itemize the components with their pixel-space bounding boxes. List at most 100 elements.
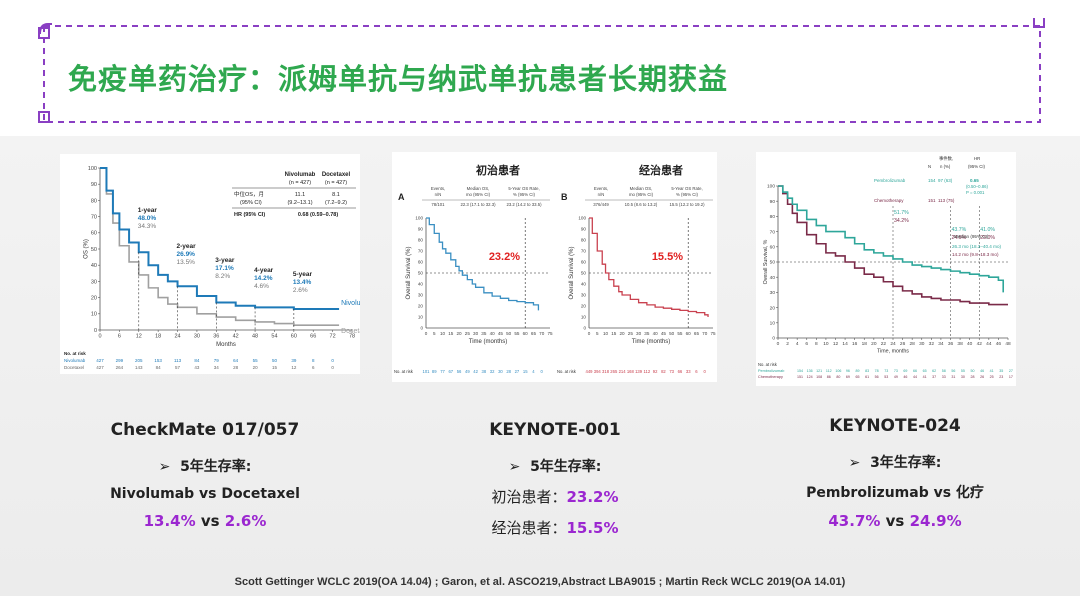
x-tick-label: 30 (919, 341, 925, 347)
survival-rate-label: ➢ 5年生存率: (60, 456, 350, 476)
at-risk-value: 0 (331, 365, 334, 370)
at-risk-value: 84 (156, 365, 162, 370)
x-tick-label: 36 (213, 334, 219, 340)
nivo-rate: 14.2% (254, 275, 273, 282)
table-col1: Nivolumab (285, 172, 316, 178)
panel-heading: 经治患者 (639, 163, 683, 177)
table-cell: (9.2–13.1) (287, 200, 312, 206)
x-tick-label: 35 (644, 331, 650, 336)
at-risk-value: 113 (174, 358, 182, 363)
y-tick-label: 90 (581, 227, 587, 232)
y-tick-label: 30 (91, 279, 97, 285)
y-tick-label: 40 (91, 263, 97, 269)
x-tick-label: 10 (603, 331, 609, 336)
series-label: Docetaxel (341, 328, 360, 335)
km-curve-nivolumab (100, 167, 340, 310)
at-risk-value: 20 (253, 365, 259, 370)
at-risk-value: 86 (827, 375, 831, 379)
y-tick-label: 10 (581, 315, 587, 320)
x-tick-label: 50 (506, 331, 512, 336)
rate-heading: 5年生存率: (530, 459, 602, 475)
year-label: 5-year (293, 271, 313, 278)
at-risk-value: 49 (894, 375, 898, 379)
bullet-icon: ➢ (848, 455, 861, 471)
at-risk-value: 28 (971, 375, 975, 379)
checkmate-chart-panel: 0 10 20 30 40 50 60 70 80 90 100 0 6 12 18 24 30 36 42 48 54… (60, 154, 374, 374)
at-risk-value: 46 (980, 369, 984, 373)
at-risk-value: 427 (96, 358, 104, 363)
study-name: CheckMate 017/057 (110, 420, 300, 440)
caption-keynote001: KEYNOTE-001 ➢ 5年生存率: 初治患者：23.2% 经治患者：15.… (410, 420, 700, 538)
x-tick-label: 18 (862, 341, 868, 347)
at-risk-value: 89 (432, 369, 437, 374)
header-label: % (95% CI) (676, 192, 699, 197)
at-risk-value: 58 (942, 369, 946, 373)
value-b: 24.9% (909, 512, 962, 530)
header-value: 376/449 (593, 202, 609, 207)
value-a: 13.4% (143, 512, 196, 530)
header-label: Events, (431, 186, 445, 191)
at-risk-value: 17 (1009, 375, 1013, 379)
y-tick-label: 80 (418, 238, 424, 243)
at-risk-value: 12 (291, 365, 297, 370)
at-risk-name: Chemotherapy (758, 375, 783, 379)
x-tick-label: 50 (669, 331, 675, 336)
at-risk-value: 6 (312, 365, 315, 370)
x-axis-label: Time, months (877, 349, 909, 355)
y-tick-label: 20 (91, 296, 97, 302)
y-tick-label: 60 (91, 231, 97, 237)
treated-value: 15.5% (566, 519, 619, 537)
at-risk-value: 394 (594, 369, 602, 374)
vs-text: vs (880, 512, 910, 530)
y-tick-label: 70 (91, 215, 97, 221)
x-tick-label: 40 (967, 341, 973, 347)
at-risk-value: 27 (1009, 369, 1013, 373)
keynote024-chart-panel: 0 10 20 30 40 50 60 70 80 90 100 0 2 4 6 8 10 12 14 16 18 20 2… (756, 152, 1031, 386)
table-col1-n: (n = 427) (289, 180, 311, 186)
at-risk-value: 27 (515, 369, 520, 374)
x-tick-label: 75 (710, 331, 716, 336)
at-risk-value: 112 (826, 369, 832, 373)
x-tick-label: 16 (852, 341, 858, 347)
x-tick-label: 12 (136, 334, 142, 340)
x-tick-label: 12 (833, 341, 839, 347)
panel-letter: A (398, 192, 405, 202)
y-tick-label: 70 (581, 249, 587, 254)
header-label: % (95% CI) (513, 192, 536, 197)
x-tick-label: 10 (440, 331, 446, 336)
x-tick-label: 48 (1005, 341, 1011, 347)
at-risk-value: 37 (932, 375, 936, 379)
table-cell: 8.1 (332, 192, 340, 198)
x-tick-label: 38 (957, 341, 963, 347)
at-risk-value: 62 (932, 369, 936, 373)
legend-series-name: Pembrolizumab (874, 178, 906, 183)
median-title: Median (95% CI) (954, 234, 989, 239)
y-axis-label: OS (%) (83, 239, 89, 259)
year-label: 2-year (177, 243, 197, 250)
at-risk-value: 64 (233, 358, 239, 363)
x-tick-label: 0 (98, 334, 101, 340)
rate-heading: 3年生存率: (870, 455, 942, 471)
x-tick-label: 54 (271, 334, 277, 340)
at-risk-value: 42 (473, 369, 478, 374)
y-tick-label: 0 (772, 336, 775, 342)
x-tick-label: 65 (694, 331, 700, 336)
y-tick-label: 40 (581, 282, 587, 287)
table-row-label: 中位OS，月 (234, 190, 264, 198)
at-risk-value: 89 (856, 369, 860, 373)
doce-rate: 8.2% (215, 273, 230, 280)
chemo-rate: 34.2% (894, 218, 909, 224)
y-tick-label: 100 (767, 184, 775, 190)
y-tick-label: 30 (418, 293, 424, 298)
y-tick-label: 40 (770, 275, 776, 281)
at-risk-value: 56 (951, 369, 955, 373)
at-risk-value: 449 (586, 369, 594, 374)
at-risk-value: 28 (233, 365, 239, 370)
at-risk-value: 0 (704, 369, 707, 374)
y-tick-label: 50 (418, 271, 424, 276)
at-risk-name: Pembrolizumab (758, 369, 784, 373)
comparison-values: 43.7% vs 24.9% (745, 512, 1045, 530)
at-risk-value: 53 (884, 375, 888, 379)
at-risk-value: 39 (291, 358, 297, 363)
x-tick-label: 44 (986, 341, 992, 347)
